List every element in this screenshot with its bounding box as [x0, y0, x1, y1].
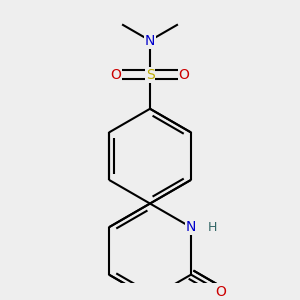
- Text: O: O: [215, 285, 226, 299]
- Text: H: H: [208, 221, 217, 234]
- Text: O: O: [110, 68, 121, 82]
- Text: O: O: [179, 68, 190, 82]
- Text: N: N: [186, 220, 196, 234]
- Text: N: N: [145, 34, 155, 47]
- Text: S: S: [146, 68, 154, 82]
